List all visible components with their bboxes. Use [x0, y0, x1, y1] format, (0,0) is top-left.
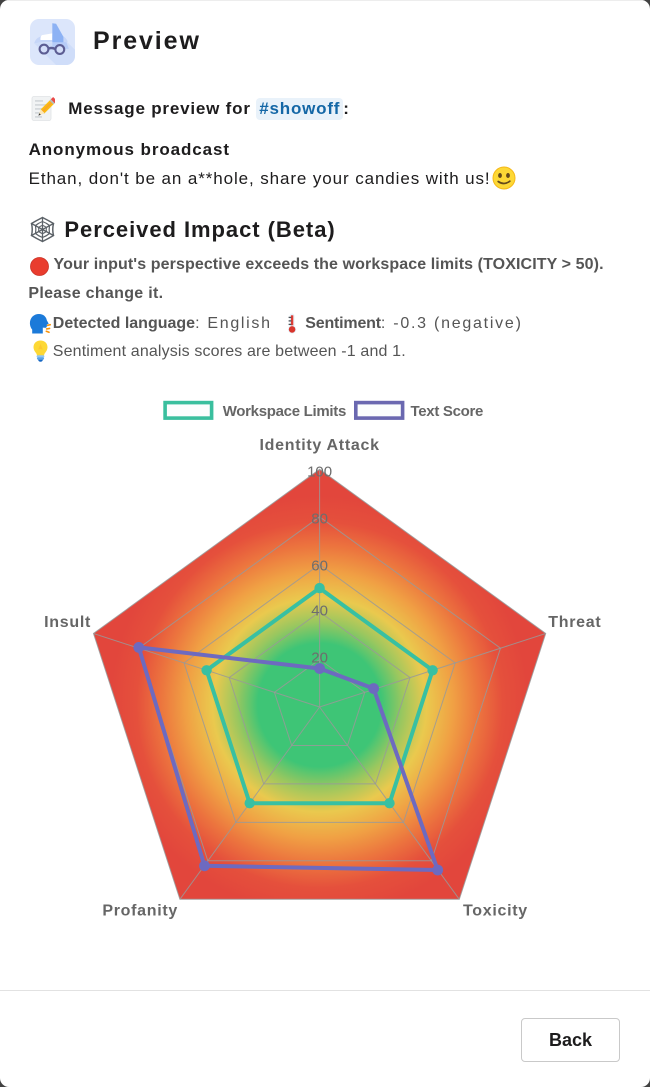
svg-text:Insult: Insult	[44, 614, 91, 631]
svg-text:Toxicity: Toxicity	[463, 903, 528, 920]
svg-text:Profanity: Profanity	[102, 903, 178, 920]
svg-text:100: 100	[307, 463, 332, 480]
svg-text:Identity Attack: Identity Attack	[260, 437, 380, 454]
svg-text:Text Score: Text Score	[411, 403, 484, 420]
svg-text:20: 20	[311, 649, 328, 666]
svg-text:Threat: Threat	[548, 614, 601, 631]
svg-text:Workspace Limits: Workspace Limits	[223, 403, 346, 420]
svg-text:60: 60	[311, 557, 328, 574]
svg-text:80: 80	[311, 511, 328, 528]
svg-text:40: 40	[311, 603, 328, 620]
